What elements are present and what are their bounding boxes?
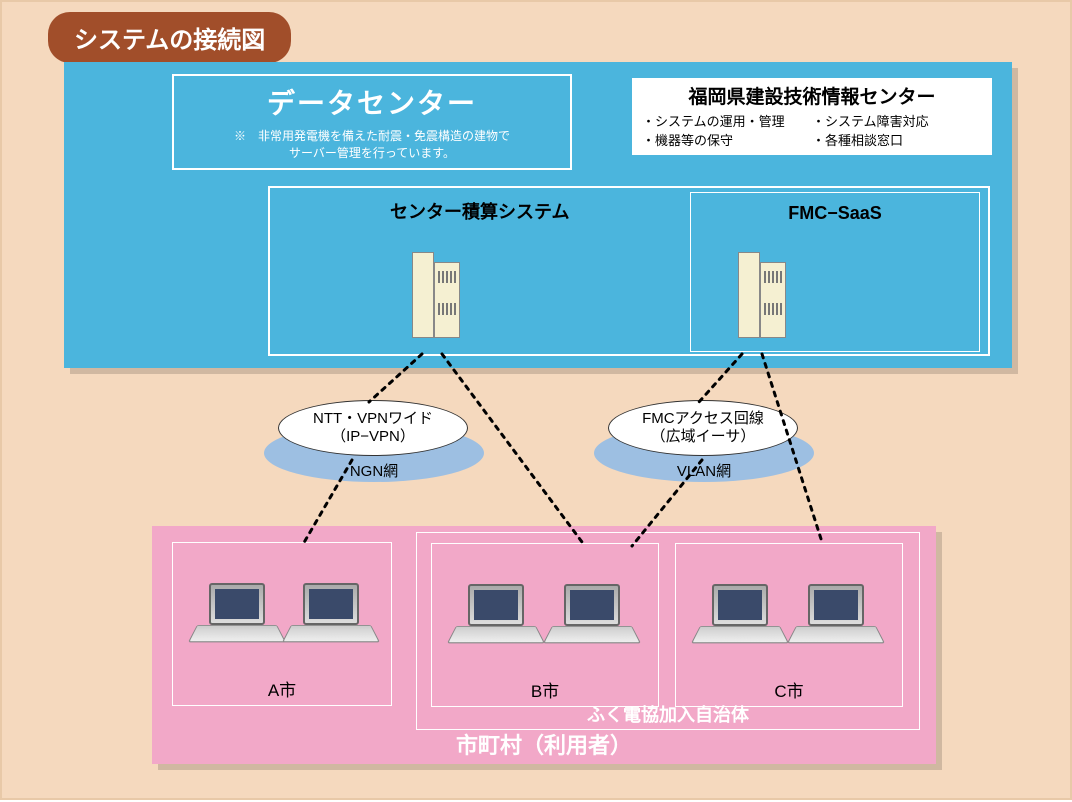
system-b-box: FMC−SaaS: [690, 192, 980, 352]
info-item: ・システムの運用・管理: [642, 111, 812, 130]
network-left-under: NGN網: [264, 460, 484, 481]
datacenter-block: データセンター ※ 非常用発電機を備えた耐震・免震構造の建物で サーバー管理を行…: [64, 62, 1012, 368]
laptop-icon: [291, 583, 371, 649]
system-a-label: センター積算システム: [390, 198, 569, 224]
network-right: FMCアクセス回線 （広域イーサ）: [608, 400, 798, 456]
city-b-label: B市: [432, 677, 658, 702]
info-item: ・機器等の保守: [642, 130, 812, 149]
city-b-box: B市: [431, 543, 659, 707]
group-box: B市 C市 ふく電協加入自治体: [416, 532, 920, 730]
datacenter-heading: データセンター: [174, 82, 570, 122]
info-item: ・システム障害対応: [812, 111, 982, 130]
network-right-line2: （広域イーサ）: [609, 428, 797, 446]
datacenter-note: ※ 非常用発電機を備えた耐震・免震構造の建物で サーバー管理を行っています。: [174, 128, 570, 162]
laptop-icon: [700, 584, 780, 650]
municipalities-block: A市 B市 C市 ふく電協加入自治体 市町村（利用者）: [152, 526, 936, 764]
network-left: NTT・VPNワイド （IP−VPN）: [278, 400, 468, 456]
info-center-title: 福岡県建設技術情報センター: [642, 82, 982, 109]
info-item: ・各種相談窓口: [812, 130, 982, 149]
datacenter-heading-box: データセンター ※ 非常用発電機を備えた耐震・免震構造の建物で サーバー管理を行…: [172, 74, 572, 170]
diagram-title: システムの接続図: [48, 12, 291, 63]
network-right-under: VLAN網: [594, 460, 814, 481]
city-a-box: A市: [172, 542, 392, 706]
system-b-label: FMC−SaaS: [691, 203, 979, 224]
network-left-line1: NTT・VPNワイド: [279, 410, 467, 428]
info-center-box: 福岡県建設技術情報センター ・システムの運用・管理 ・機器等の保守 ・システム障…: [632, 78, 992, 155]
network-left-line2: （IP−VPN）: [279, 428, 467, 446]
diagram-canvas: システムの接続図 データセンター ※ 非常用発電機を備えた耐震・免震構造の建物で…: [0, 0, 1072, 800]
laptop-icon: [197, 583, 277, 649]
municipalities-title: 市町村（利用者）: [152, 728, 936, 760]
laptop-icon: [796, 584, 876, 650]
city-c-box: C市: [675, 543, 903, 707]
group-label: ふく電協加入自治体: [417, 701, 919, 727]
city-c-label: C市: [676, 677, 902, 702]
laptop-icon: [456, 584, 536, 650]
laptop-icon: [552, 584, 632, 650]
systems-box: センター積算システム FMC−SaaS: [268, 186, 990, 356]
city-a-label: A市: [173, 676, 391, 701]
server-icon: [412, 252, 460, 338]
server-icon: [738, 252, 786, 338]
network-right-line1: FMCアクセス回線: [609, 410, 797, 428]
